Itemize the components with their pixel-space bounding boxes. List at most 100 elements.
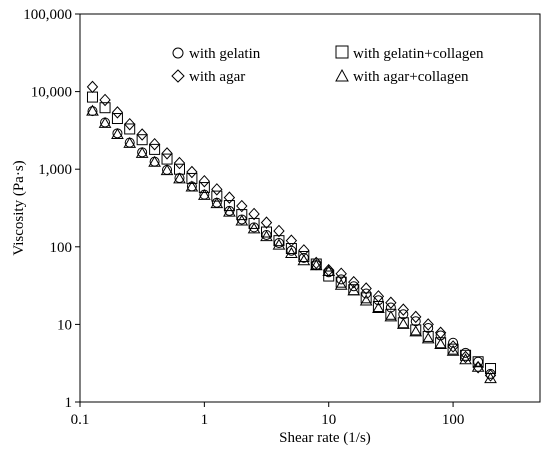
point-with-gelatin-collagen [410,324,422,336]
point-with-agar-collagen [235,214,249,226]
y-tick-label: 10 [57,317,72,333]
point-with-agar-collagen [98,116,112,128]
point-with-gelatin-collagen [472,356,484,368]
point-with-agar [310,256,322,270]
point-with-agar [360,282,372,295]
x-axis-title: Shear rate (1/s) [279,430,371,446]
point-with-agar-collagen [396,317,410,329]
point-with-agar [111,106,124,119]
point-with-gelatin-collagen [460,349,472,361]
legend-marker-with-gelatin-collagen [335,45,349,59]
point-with-agar-collagen [272,238,286,250]
plot-frame [79,13,541,403]
point-with-gelatin-collagen [124,123,136,135]
point-with-gelatin-collagen [99,102,111,114]
point-with-agar [348,275,360,289]
point-with-agar [385,296,397,310]
point-with-gelatin-collagen [285,243,297,255]
point-with-agar [99,93,111,107]
point-with-agar-collagen [260,230,273,242]
point-with-agar-collagen [123,136,137,148]
point-with-agar-collagen [247,222,261,234]
y-axis-title: Viscosity (Pa·s) [11,160,27,255]
y-tick-label: 100,000 [23,7,72,23]
point-with-agar [397,303,409,316]
y-tick-label: 1,000 [38,162,72,178]
point-with-gelatin-collagen [323,270,335,282]
point-with-agar-collagen [86,104,99,116]
point-with-gelatin-collagen [186,172,198,184]
legend-marker-with-gelatin [172,47,184,59]
point-with-gelatin-collagen [111,113,123,125]
point-with-agar-collagen [434,338,447,350]
point-with-agar [211,183,223,196]
point-with-gelatin-collagen [485,363,497,375]
point-with-gelatin-collagen [447,343,459,355]
point-with-agar-collagen [421,332,435,344]
y-tick-label: 10,000 [31,85,72,101]
point-with-agar-collagen [359,294,373,306]
point-with-agar [260,216,273,229]
point-with-agar [273,224,285,238]
point-with-agar-collagen [322,265,336,277]
point-with-agar [298,244,310,257]
point-with-gelatin-collagen [223,200,235,212]
point-with-gelatin-collagen [211,190,223,202]
point-with-agar-collagen [297,254,311,266]
point-with-gelatin-collagen [385,308,397,320]
point-with-gelatin-collagen [335,276,347,288]
point-with-agar [285,234,298,247]
point-with-agar-collagen [446,344,460,356]
point-with-gelatin-collagen [422,330,434,342]
point-with-gelatin-collagen [298,250,310,262]
point-with-agar [148,137,161,151]
y-tick-label: 1 [65,395,73,411]
point-with-agar-collagen [135,146,149,158]
point-with-agar-collagen [384,310,398,322]
point-with-agar [186,165,198,179]
point-with-agar-collagen [459,353,472,365]
x-tick-label: 10 [321,412,336,428]
point-with-agar [484,369,497,382]
point-with-gelatin-collagen [397,317,409,329]
legend-label-with-gelatin-collagen: with gelatin+collagen [353,46,484,62]
point-with-agar [161,147,173,160]
point-with-agar [236,199,248,213]
point-with-gelatin-collagen [360,292,372,304]
point-with-gelatin-collagen [149,143,161,155]
point-with-agar [86,80,99,94]
legend-label-with-gelatin: with gelatin [189,46,261,62]
point-with-gelatin-collagen [86,91,98,103]
point-with-agar-collagen [484,372,497,384]
point-with-agar-collagen [148,155,161,167]
point-with-gelatin [112,128,123,139]
point-with-agar-collagen [210,197,224,209]
point-with-gelatin-collagen [260,226,272,238]
point-with-gelatin-collagen [136,134,148,146]
point-with-agar-collagen [197,188,211,200]
point-with-agar [447,340,459,353]
point-with-agar-collagen [409,325,423,337]
point-with-gelatin [460,347,471,358]
point-with-agar [198,174,211,188]
point-with-agar [248,207,260,221]
point-with-agar [136,128,148,141]
point-with-agar-collagen [334,278,348,290]
legend-marker-with-agar [171,69,185,83]
point-with-gelatin [410,316,421,327]
x-tick-label: 1 [201,412,209,428]
point-with-agar-collagen [285,246,298,258]
legend-marker-with-agar-collagen [335,68,349,82]
data-points [86,80,497,384]
x-tick-label: 0.1 [71,412,90,428]
point-with-agar [173,156,186,170]
point-with-agar [372,290,385,303]
point-with-agar-collagen [185,180,199,192]
point-with-agar-collagen [347,284,361,296]
point-with-agar [124,117,136,131]
point-with-gelatin [448,337,459,348]
point-with-gelatin [373,295,384,306]
point-with-agar-collagen [223,205,236,217]
